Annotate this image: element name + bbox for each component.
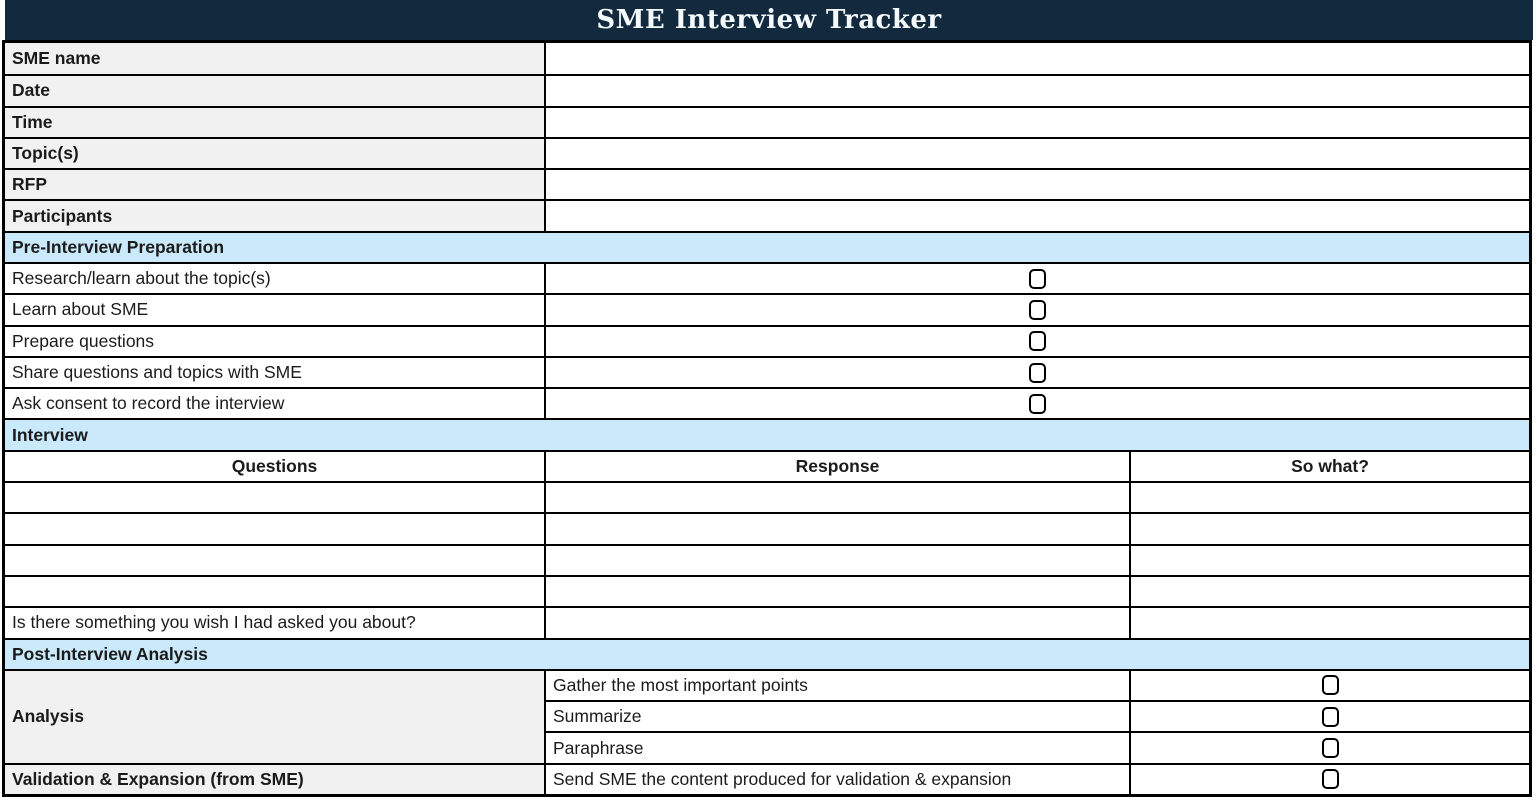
info-value-sme-name[interactable]	[544, 43, 1529, 75]
pre-task-label-research: Research/learn about the topic(s)	[5, 262, 544, 294]
pre-task-check-cell-prepare-questions	[544, 324, 1529, 356]
checkbox-ask-consent[interactable]	[1029, 393, 1046, 414]
analysis-task-label-gather: Gather the most important points	[544, 668, 1129, 701]
info-label-sme-name: SME name	[5, 43, 544, 75]
info-label-time: Time	[5, 105, 544, 137]
info-label-rfp: RFP	[5, 168, 544, 200]
column-header-response: Response	[544, 449, 1129, 482]
so-what-cell-4[interactable]	[1129, 574, 1529, 607]
info-label-participants: Participants	[5, 199, 544, 231]
analysis-label: Analysis	[5, 668, 544, 763]
response-cell-3[interactable]	[544, 543, 1129, 575]
section-header-interview: Interview	[5, 418, 1529, 450]
checkbox-summarize[interactable]	[1321, 706, 1339, 727]
pre-task-check-cell-ask-consent	[544, 387, 1529, 419]
checkbox-learn-sme[interactable]	[1029, 299, 1046, 320]
pre-task-label-learn-sme: Learn about SME	[5, 293, 544, 325]
question-cell-4[interactable]	[5, 574, 544, 607]
checkbox-prepare-questions[interactable]	[1029, 331, 1046, 352]
checkbox-send-sme-content[interactable]	[1321, 769, 1339, 790]
analysis-task-label-paraphrase: Paraphrase	[544, 731, 1129, 763]
question-cell-2[interactable]	[5, 512, 544, 544]
so-what-cell-2[interactable]	[1129, 512, 1529, 544]
so-what-cell-3[interactable]	[1129, 543, 1529, 575]
validation-task-label: Send SME the content produced for valida…	[544, 762, 1129, 794]
so-what-cell-1[interactable]	[1129, 481, 1529, 513]
info-value-date[interactable]	[544, 74, 1529, 106]
question-cell-1[interactable]	[5, 481, 544, 513]
tracker-table: SME name Date Time Topic(s) RFP Particip…	[2, 40, 1532, 797]
analysis-check-cell-paraphrase	[1129, 731, 1529, 763]
analysis-check-cell-summarize	[1129, 700, 1529, 732]
final-question-response-cell[interactable]	[544, 606, 1129, 638]
page-title: SME Interview Tracker	[596, 5, 942, 35]
column-header-so-what: So what?	[1129, 449, 1529, 482]
validation-label: Validation & Expansion (from SME)	[5, 762, 544, 794]
column-header-questions: Questions	[5, 449, 544, 482]
final-question-so-what-cell[interactable]	[1129, 606, 1529, 638]
section-header-post-interview: Post-Interview Analysis	[5, 637, 1529, 669]
info-value-participants[interactable]	[544, 199, 1529, 231]
analysis-task-label-summarize: Summarize	[544, 700, 1129, 732]
info-value-topics[interactable]	[544, 136, 1529, 169]
title-bar: SME Interview Tracker	[5, 0, 1533, 40]
response-cell-4[interactable]	[544, 574, 1129, 607]
info-value-time[interactable]	[544, 105, 1529, 137]
pre-task-label-share-questions: Share questions and topics with SME	[5, 355, 544, 388]
response-cell-1[interactable]	[544, 481, 1129, 513]
checkbox-gather-points[interactable]	[1321, 675, 1339, 696]
pre-task-check-cell-research	[544, 262, 1529, 294]
info-value-rfp[interactable]	[544, 168, 1529, 200]
pre-task-label-ask-consent: Ask consent to record the interview	[5, 387, 544, 419]
checkbox-research[interactable]	[1029, 268, 1046, 289]
checkbox-paraphrase[interactable]	[1321, 738, 1339, 759]
final-question-label: Is there something you wish I had asked …	[5, 606, 544, 638]
validation-check-cell	[1129, 762, 1529, 794]
section-header-pre-interview: Pre-Interview Preparation	[5, 230, 1529, 263]
pre-task-check-cell-share-questions	[544, 355, 1529, 388]
pre-task-label-prepare-questions: Prepare questions	[5, 324, 544, 356]
question-cell-3[interactable]	[5, 543, 544, 575]
analysis-check-cell-gather	[1129, 668, 1529, 701]
response-cell-2[interactable]	[544, 512, 1129, 544]
info-label-date: Date	[5, 74, 544, 106]
checkbox-share-questions[interactable]	[1029, 362, 1046, 383]
info-label-topics: Topic(s)	[5, 136, 544, 169]
pre-task-check-cell-learn-sme	[544, 293, 1529, 325]
